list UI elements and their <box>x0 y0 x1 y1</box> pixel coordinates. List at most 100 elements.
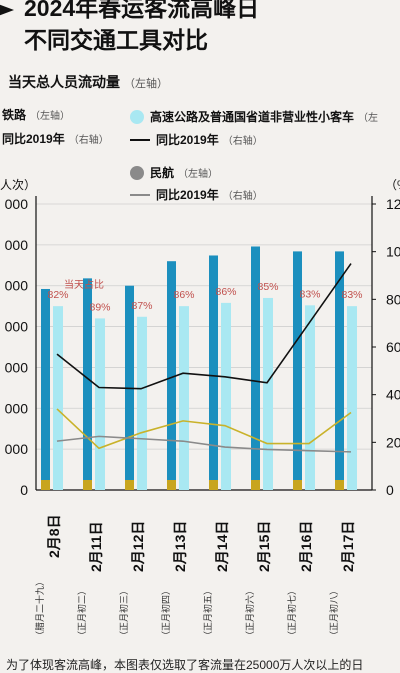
right-tick-label: 120 <box>386 196 400 212</box>
line-rail-yoy <box>56 408 352 450</box>
left-tick-label: 000 <box>5 319 29 335</box>
bar-air <box>83 480 92 490</box>
right-tick-label: 60 <box>386 339 400 355</box>
legend-road-yoy-axis: （右轴） <box>222 136 263 147</box>
chart-heading: 当天总人员流动量 （左轴） <box>8 72 168 92</box>
x-lunar-label: （正月初二） <box>76 586 87 640</box>
bar-rail <box>251 246 260 490</box>
right-tick-label: 40 <box>386 387 400 403</box>
right-tick-label: 20 <box>386 434 400 450</box>
right-tick-label: 0 <box>386 482 394 498</box>
share-label: 83% <box>341 289 362 301</box>
left-tick-label: 000 <box>5 278 29 294</box>
x-lunar-label: （腊月二十九） <box>34 577 45 640</box>
share-label: 82% <box>47 289 68 301</box>
bar-road <box>221 302 231 490</box>
bar-air <box>167 480 176 490</box>
share-annotation: 当天占比 <box>64 278 104 291</box>
x-lunar-label: （正月初三） <box>118 586 129 640</box>
legend-rail-yoy: 同比2019年 （右轴） <box>2 130 109 147</box>
share-label: 89% <box>89 301 110 313</box>
bar-air <box>209 480 218 490</box>
legend-air-yoy-swatch <box>130 193 150 196</box>
x-tick-label: 2月13日 <box>172 521 188 572</box>
legend-road-swatch <box>130 109 144 124</box>
x-label-group: 2月13日 （正月初四） <box>160 521 188 640</box>
x-label-group: 2月14日 （正月初五） <box>202 521 230 640</box>
bar-air <box>335 480 344 490</box>
x-tick-label: 2月15日 <box>256 521 272 572</box>
bar-road <box>53 306 63 490</box>
legend-air-yoy: 同比2019年 （右轴） <box>130 186 263 203</box>
bar-rail <box>293 251 302 490</box>
share-label: 86% <box>215 286 236 298</box>
share-labels: 当天占比 82% 89% 87% 86% 86% 85% 83% 83% <box>47 278 362 313</box>
bar-rail <box>83 278 92 490</box>
x-label-group: 2月15日 （正月初六） <box>244 521 272 640</box>
legend-air-yoy-label: 同比2019年 <box>156 188 219 202</box>
left-tick-label: 000 <box>5 196 29 212</box>
bars <box>41 246 357 490</box>
right-axis-unit: （% <box>385 178 400 192</box>
legend-road: 高速公路及普通国省道非营业性小客车 （左 <box>130 108 378 125</box>
title-marker <box>0 4 14 16</box>
legend-air: 民航 （左轴） <box>130 164 218 181</box>
legend-rail-axis: （左轴） <box>30 111 71 122</box>
bar-rail <box>41 288 50 490</box>
page-subtitle: 不同交通工具对比 <box>24 27 208 53</box>
legend-road-yoy: 同比2019年 （右轴） <box>130 131 263 148</box>
bar-road <box>263 297 273 490</box>
share-label: 87% <box>131 300 152 312</box>
legend-road-yoy-swatch <box>130 138 150 141</box>
legend-air-axis: （左轴） <box>178 169 219 180</box>
bar-rail <box>335 251 344 490</box>
bar-air <box>251 480 260 490</box>
bar-road <box>179 306 189 490</box>
bar-road <box>305 305 315 490</box>
legend-air-label: 民航 <box>150 166 175 180</box>
chart-heading-text: 当天总人员流动量 <box>8 74 120 90</box>
bar-air <box>41 480 50 490</box>
legend-road-axis: （左 <box>358 113 379 124</box>
x-tick-label: 2月8日 <box>46 514 62 558</box>
x-lunar-label: （正月初六） <box>244 586 255 640</box>
left-tick-label: 000 <box>5 237 29 253</box>
line-air-yoy <box>56 435 352 453</box>
x-tick-label: 2月12日 <box>130 521 146 572</box>
x-label-group: 2月8日 （腊月二十九） <box>34 514 62 640</box>
bar-air <box>125 480 134 490</box>
legend-rail-yoy-axis: （右轴） <box>68 135 109 146</box>
bar-rail <box>167 261 176 490</box>
share-label: 85% <box>257 281 278 293</box>
right-tick-label: 100 <box>386 244 400 260</box>
x-lunar-label: （正月初四） <box>160 586 171 640</box>
share-label: 83% <box>299 288 320 300</box>
bar-road <box>137 316 147 490</box>
legend-road-yoy-label: 同比2019年 <box>156 133 219 147</box>
x-label-group: 2月11日 （正月初二） <box>76 521 104 640</box>
legend-rail: 铁路 （左轴） <box>2 106 70 123</box>
left-tick-label: 000 <box>5 441 29 457</box>
share-label: 86% <box>173 289 194 301</box>
left-tick-label: 000 <box>5 400 29 416</box>
x-label-group: 2月12日 （正月初三） <box>118 521 146 640</box>
line-road-yoy <box>56 263 352 390</box>
x-tick-label: 2月11日 <box>88 521 104 572</box>
x-lunar-label: （正月初八） <box>328 586 339 640</box>
legend-air-swatch <box>130 165 144 180</box>
right-tick-label: 80 <box>386 291 400 307</box>
yoy-lines <box>56 263 352 453</box>
bar-rail <box>209 255 218 490</box>
legend-air-yoy-axis: （右轴） <box>222 191 263 202</box>
legend-rail-yoy-label: 同比2019年 <box>2 132 65 146</box>
bar-air <box>293 480 302 490</box>
x-tick-label: 2月14日 <box>214 521 230 572</box>
x-tick-label: 2月16日 <box>298 521 314 572</box>
footnote: 为了体现客流高峰，本图表仅选取了客流量在25000万人次以上的日 <box>6 658 364 672</box>
legend-road-label: 高速公路及普通国省道非营业性小客车 <box>150 110 355 124</box>
x-label-group: 2月17日 （正月初八） <box>328 521 356 640</box>
left-tick-label: 000 <box>5 359 29 375</box>
chart-heading-axis: （左轴） <box>124 78 168 90</box>
x-lunar-label: （正月初七） <box>286 586 297 640</box>
bar-road <box>95 318 105 490</box>
